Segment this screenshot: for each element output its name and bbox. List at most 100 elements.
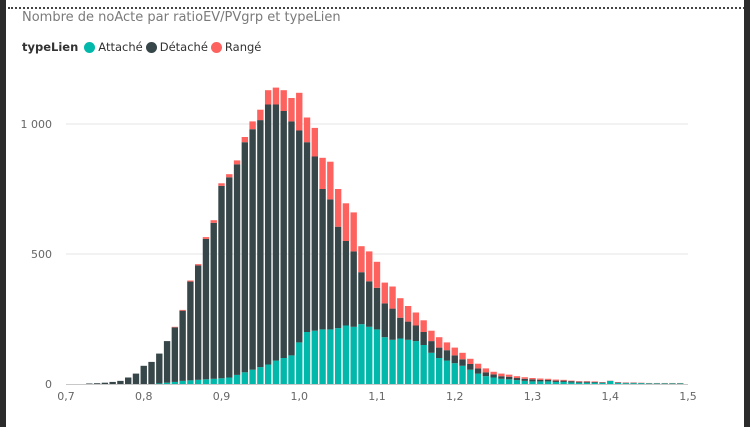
bar-dtach-0.90[interactable] <box>218 185 225 379</box>
bar-rang-1.15[interactable] <box>412 312 420 326</box>
bar-rang-0.98[interactable] <box>280 90 287 111</box>
bar-rang-1.17[interactable] <box>428 330 435 342</box>
bar-attach-0.98[interactable] <box>280 358 287 384</box>
bar-attach-1.46[interactable] <box>653 383 661 384</box>
bar-dtach-0.79[interactable] <box>132 373 140 384</box>
bar-rang-1.14[interactable] <box>404 306 412 322</box>
bar-dtach-0.99[interactable] <box>288 121 295 356</box>
bar-rang-0.91[interactable] <box>226 174 233 178</box>
bar-rang-1.27[interactable] <box>505 374 513 377</box>
bar-dtach-1.36[interactable] <box>575 381 583 383</box>
bar-attach-1.33[interactable] <box>552 381 560 384</box>
bar-rang-1.09[interactable] <box>366 251 373 282</box>
bar-dtach-1.34[interactable] <box>560 380 567 382</box>
bar-attach-1.38[interactable] <box>591 382 598 384</box>
bar-dtach-0.88[interactable] <box>202 238 210 380</box>
bar-attach-0.83[interactable] <box>163 382 171 384</box>
bar-rang-1.00[interactable] <box>296 92 303 131</box>
bar-rang-1.19[interactable] <box>443 342 451 351</box>
bar-rang-1.38[interactable] <box>591 381 598 382</box>
bar-dtach-0.77[interactable] <box>117 380 124 384</box>
bar-dtach-1.12[interactable] <box>389 308 396 340</box>
bar-dtach-0.86[interactable] <box>187 281 194 381</box>
bar-rang-0.93[interactable] <box>241 137 249 143</box>
bar-dtach-1.15[interactable] <box>412 325 420 342</box>
bar-attach-1.12[interactable] <box>389 339 396 384</box>
bar-attach-1.25[interactable] <box>490 377 497 385</box>
bar-dtach-1.37[interactable] <box>583 381 591 383</box>
bar-dtach-1.07[interactable] <box>350 251 357 327</box>
bar-dtach-0.87[interactable] <box>194 265 202 380</box>
bar-dtach-1.27[interactable] <box>505 376 513 380</box>
bar-rang-1.20[interactable] <box>451 347 458 356</box>
bar-attach-1.36[interactable] <box>575 382 583 384</box>
bar-dtach-1.02[interactable] <box>311 156 318 331</box>
bar-attach-1.20[interactable] <box>451 363 458 384</box>
bar-attach-0.95[interactable] <box>257 367 264 384</box>
bar-attach-1.28[interactable] <box>513 380 521 384</box>
bar-attach-1.29[interactable] <box>521 380 528 384</box>
bar-dtach-1.17[interactable] <box>428 341 435 353</box>
bar-attach-1.47[interactable] <box>661 383 668 384</box>
bar-dtach-1.41[interactable] <box>614 382 622 383</box>
bar-attach-0.86[interactable] <box>187 380 194 384</box>
bar-attach-1.39[interactable] <box>599 382 606 384</box>
bar-rang-1.08[interactable] <box>358 246 365 273</box>
bar-attach-1.10[interactable] <box>373 329 381 384</box>
bar-attach-1.00[interactable] <box>296 342 303 384</box>
bar-dtach-1.24[interactable] <box>482 372 490 377</box>
bar-attach-1.21[interactable] <box>459 365 466 384</box>
bar-attach-1.44[interactable] <box>638 383 645 384</box>
bar-attach-0.92[interactable] <box>233 374 241 384</box>
bar-attach-1.03[interactable] <box>319 329 326 384</box>
bar-rang-1.32[interactable] <box>544 378 552 380</box>
bar-attach-1.37[interactable] <box>583 382 591 384</box>
bar-dtach-0.89[interactable] <box>210 222 217 379</box>
bar-dtach-0.96[interactable] <box>264 104 272 365</box>
bar-attach-1.04[interactable] <box>327 329 334 384</box>
bar-dtach-0.74[interactable] <box>93 383 101 384</box>
bar-rang-1.31[interactable] <box>537 378 544 380</box>
bar-attach-1.07[interactable] <box>350 326 357 384</box>
bar-dtach-1.35[interactable] <box>568 381 575 383</box>
bar-dtach-1.09[interactable] <box>366 281 373 327</box>
legend-item-attache[interactable]: Attaché <box>84 40 143 54</box>
bar-dtach-0.95[interactable] <box>257 120 264 368</box>
bar-attach-1.45[interactable] <box>645 383 653 384</box>
bar-attach-1.31[interactable] <box>537 381 544 384</box>
bar-attach-1.40[interactable] <box>607 380 614 384</box>
bar-rang-0.97[interactable] <box>272 87 280 105</box>
bar-dtach-1.18[interactable] <box>436 347 443 358</box>
bar-dtach-1.04[interactable] <box>327 199 334 330</box>
bar-attach-1.42[interactable] <box>622 383 629 384</box>
bar-rang-1.28[interactable] <box>513 376 521 379</box>
bar-attach-1.02[interactable] <box>311 330 318 384</box>
bar-rang-0.85[interactable] <box>179 309 186 311</box>
bar-attach-0.96[interactable] <box>264 364 272 385</box>
bar-attach-0.99[interactable] <box>288 355 295 384</box>
bar-dtach-1.33[interactable] <box>552 380 560 382</box>
bar-attach-0.90[interactable] <box>218 378 225 384</box>
bar-rang-1.24[interactable] <box>482 368 490 373</box>
bar-rang-0.92[interactable] <box>233 160 241 165</box>
bar-rang-1.25[interactable] <box>490 371 497 375</box>
bar-attach-1.14[interactable] <box>404 339 412 384</box>
bar-rang-0.87[interactable] <box>194 264 202 266</box>
bar-dtach-0.81[interactable] <box>148 361 155 384</box>
bar-rang-1.33[interactable] <box>552 379 560 381</box>
bar-attach-1.08[interactable] <box>358 324 365 384</box>
bar-rang-1.11[interactable] <box>381 282 388 304</box>
bar-attach-1.43[interactable] <box>630 383 637 384</box>
bar-dtach-1.13[interactable] <box>397 317 404 339</box>
bar-rang-0.88[interactable] <box>202 237 210 239</box>
bar-rang-1.30[interactable] <box>529 378 536 380</box>
bar-rang-0.89[interactable] <box>210 220 217 223</box>
bar-dtach-1.16[interactable] <box>420 332 427 345</box>
bar-attach-1.01[interactable] <box>303 332 311 384</box>
bar-dtach-1.25[interactable] <box>490 374 497 378</box>
bar-dtach-1.42[interactable] <box>622 382 629 384</box>
bar-rang-1.35[interactable] <box>568 380 575 382</box>
bar-dtach-0.82[interactable] <box>156 353 163 384</box>
bar-rang-1.37[interactable] <box>583 381 591 382</box>
bar-dtach-0.93[interactable] <box>241 142 249 373</box>
